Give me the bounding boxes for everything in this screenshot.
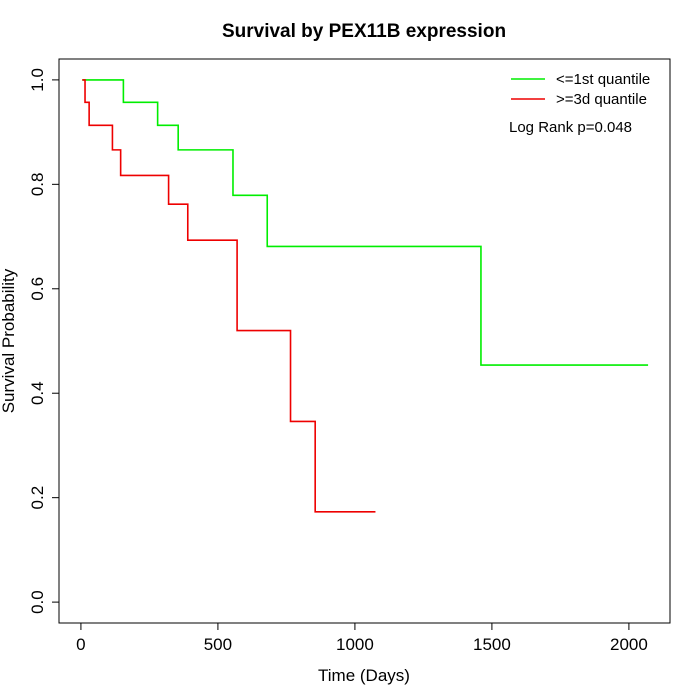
legend: <=1st quantile >=3d quantile [511,71,650,108]
x-axis-label: Time (Days) [318,666,410,685]
y-tick-label: 0.0 [28,590,47,614]
series-line-high-quantile [82,79,376,513]
y-axis-label: Survival Probability [0,268,18,413]
x-tick-label: 0 [76,635,85,654]
y-tick-label: 0.8 [28,173,47,197]
legend-label: <=1st quantile [556,71,650,88]
series-layer [82,79,649,513]
x-tick-label: 2000 [610,635,648,654]
log-rank-annotation: Log Rank p=0.048 [509,119,632,136]
x-tick-label: 500 [204,635,232,654]
x-tick-label: 1500 [473,635,511,654]
series-line-low-quantile [82,79,649,366]
chart-title: Survival by PEX11B expression [222,21,506,42]
x-axis: 0 500 1000 1500 2000 [76,623,648,654]
y-tick-label: 0.4 [28,381,47,405]
x-tick-label: 1000 [336,635,374,654]
plot-frame [58,58,671,624]
y-axis: 0.0 0.2 0.4 0.6 0.8 1.0 [28,68,59,614]
legend-label: >=3d quantile [556,91,647,108]
y-tick-label: 0.2 [28,486,47,510]
y-tick-label: 1.0 [28,68,47,92]
y-tick-label: 0.6 [28,277,47,301]
